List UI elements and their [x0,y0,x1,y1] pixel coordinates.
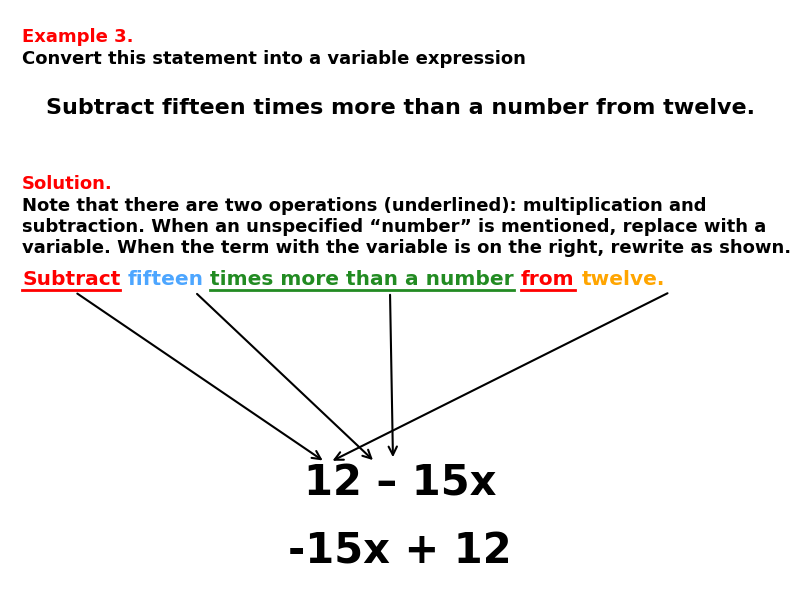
Text: Convert this statement into a variable expression: Convert this statement into a variable e… [22,50,526,68]
Text: 12 – 15x: 12 – 15x [304,463,496,505]
Text: subtraction. When an unspecified “number” is mentioned, replace with a: subtraction. When an unspecified “number… [22,218,766,236]
Text: variable. When the term with the variable is on the right, rewrite as shown.: variable. When the term with the variabl… [22,239,791,257]
Text: -15x + 12: -15x + 12 [288,530,512,572]
Text: from: from [521,270,574,289]
Text: times more than a number: times more than a number [210,270,514,289]
Text: Example 3.: Example 3. [22,28,134,46]
Text: Solution.: Solution. [22,175,113,193]
Text: Note that there are two operations (underlined): multiplication and: Note that there are two operations (unde… [22,197,706,215]
Text: Subtract: Subtract [22,270,120,289]
Text: Subtract fifteen times more than a number from twelve.: Subtract fifteen times more than a numbe… [46,98,754,118]
Text: twelve.: twelve. [582,270,665,289]
Text: fifteen: fifteen [127,270,203,289]
